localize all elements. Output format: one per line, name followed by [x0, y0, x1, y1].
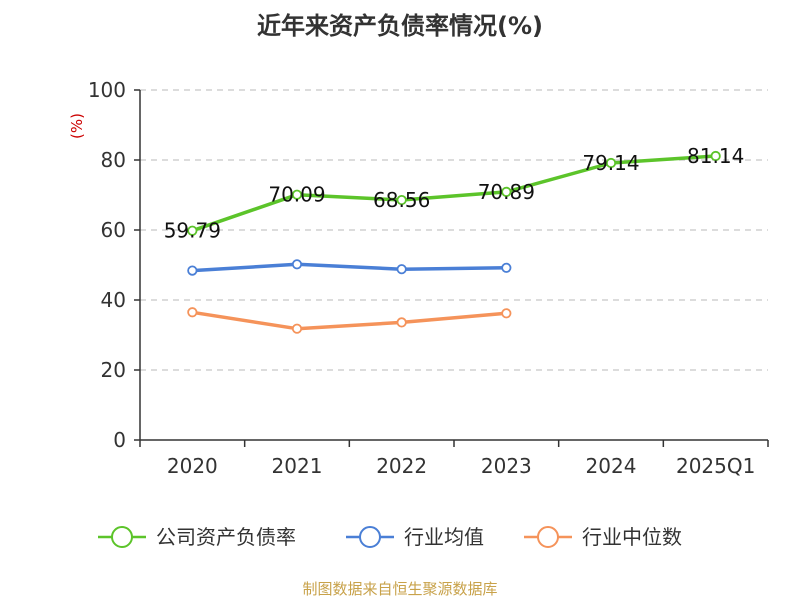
- legend: 公司资产负债率 行业均值 行业中位数: [98, 525, 682, 549]
- data-label: 59.79: [164, 219, 221, 243]
- legend-marker: [359, 526, 381, 548]
- x-tick-label: 2025Q1: [676, 454, 755, 478]
- axes: 0 20 40 60 80 100 2020 2021 2022 2023 2024 2025Q1: [88, 78, 769, 478]
- data-point: [605, 157, 617, 169]
- data-point: [396, 194, 407, 206]
- x-tick-label: 2022: [376, 454, 427, 478]
- data-point: [187, 265, 198, 276]
- y-tick-label: 80: [101, 148, 126, 172]
- y-tick-label: 60: [101, 218, 126, 242]
- series-line-0: [191, 154, 716, 233]
- data-point: [291, 323, 303, 334]
- source-note: 制图数据来自恒生聚源数据库: [302, 580, 498, 598]
- y-tick-label: 40: [101, 288, 126, 312]
- data-point: [501, 186, 512, 197]
- data-point: [187, 225, 198, 236]
- data-label: 81.14: [687, 144, 744, 168]
- legend-label: 公司资产负债率: [156, 525, 296, 549]
- data-label: 70.89: [478, 180, 535, 204]
- data-label: 70.09: [268, 183, 325, 207]
- x-tick-label: 2024: [586, 454, 637, 478]
- data-point: [501, 262, 512, 273]
- data-label: 79.14: [582, 151, 639, 175]
- series-lines: [187, 150, 721, 334]
- legend-label: 行业均值: [404, 525, 484, 549]
- y-tick-label: 20: [101, 358, 126, 382]
- legend-label: 行业中位数: [582, 525, 682, 549]
- data-point: [291, 189, 303, 200]
- data-label: 68.56: [373, 188, 430, 212]
- legend-marker: [537, 526, 559, 548]
- chart-title: 近年来资产负债率情况(%): [257, 12, 543, 40]
- data-point: [396, 264, 407, 275]
- y-unit-label: (%): [68, 113, 86, 139]
- series-line-1: [192, 262, 507, 273]
- data-point: [501, 308, 512, 319]
- data-point: [396, 317, 407, 328]
- x-tick-label: 2020: [167, 454, 218, 478]
- data-point: [710, 150, 721, 162]
- data-point: [187, 307, 198, 318]
- grid-lines: [140, 89, 768, 371]
- y-tick-label: 100: [88, 78, 126, 102]
- y-tick-label: 0: [113, 428, 126, 452]
- x-tick-label: 2021: [272, 454, 323, 478]
- legend-marker: [111, 526, 133, 548]
- x-tick-label: 2023: [481, 454, 532, 478]
- data-point: [291, 259, 303, 270]
- series-line-2: [192, 310, 507, 331]
- data-labels: 59.79 70.09 68.56 70.89 79.14 81.14: [164, 144, 745, 243]
